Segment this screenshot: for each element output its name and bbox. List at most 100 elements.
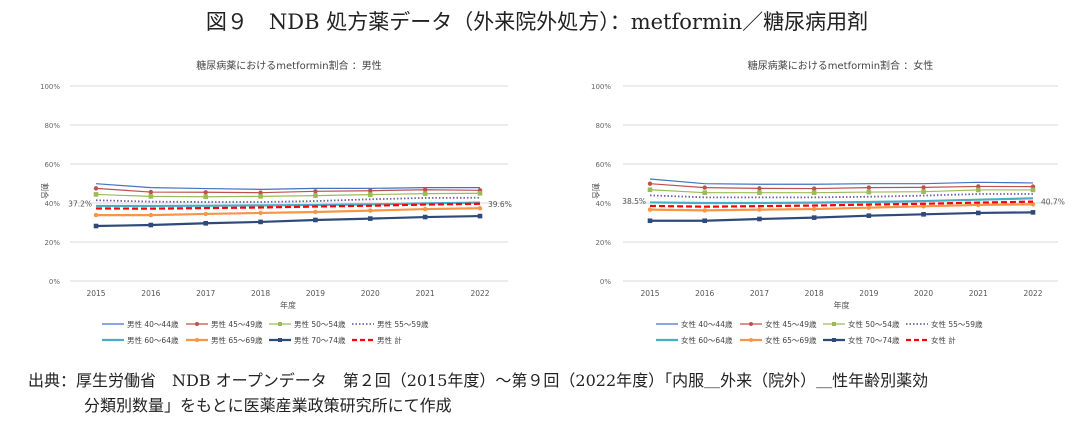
y-tick-label: 80% (595, 122, 611, 130)
data-point (313, 193, 318, 198)
data-point (368, 188, 373, 193)
legend-marker (832, 322, 836, 326)
data-point (1030, 202, 1036, 207)
legend-label: 女性 55～59歳 (931, 319, 983, 329)
data-point (368, 208, 373, 213)
x-tick-label: 2020 (361, 289, 380, 298)
data-point (975, 187, 981, 193)
data-point (921, 204, 926, 209)
legend-marker (749, 338, 753, 342)
x-axis-label: 年度 (280, 300, 296, 310)
y-axis-label: 割合 (40, 183, 50, 199)
data-point (422, 206, 428, 212)
series-line (649, 183, 1034, 190)
data-point (203, 194, 209, 200)
data-point (203, 190, 208, 195)
data-point (976, 184, 981, 189)
series-line (95, 214, 481, 228)
legend-label: 男性 55～59歳 (377, 319, 429, 329)
data-point (148, 189, 154, 195)
x-tick-label: 2018 (251, 289, 270, 298)
data-point (976, 202, 981, 208)
y-tick-label: 60% (44, 161, 60, 169)
data-point (367, 216, 373, 221)
data-point (422, 191, 428, 196)
data-point (477, 213, 483, 219)
y-tick-label: 100% (40, 83, 60, 91)
y-tick-label: 20% (595, 239, 611, 247)
legend-marker (278, 338, 282, 342)
series-line (96, 207, 481, 217)
data-point (647, 207, 653, 212)
data-label-end: 39.6% (488, 200, 512, 209)
data-point (258, 194, 263, 199)
data-label-end: 40.7% (1041, 198, 1065, 207)
series-line (95, 183, 480, 190)
series-line (95, 196, 481, 203)
chart-title: 糖尿病薬におけるmetformin割合 ：男性 (196, 59, 381, 72)
data-label-start: 38.5% (622, 197, 646, 206)
data-label-start: 37.2% (68, 199, 92, 208)
source-note: 出典：厚生労働省 NDB オープンデータ 第２回（2015年度）～第９回（202… (28, 368, 928, 418)
data-point (422, 214, 428, 220)
series-line (96, 201, 481, 208)
data-point (811, 215, 817, 220)
x-tick-label: 2015 (86, 289, 105, 298)
y-tick-label: 40% (595, 200, 611, 208)
series-line (649, 197, 1034, 205)
data-point (148, 194, 154, 199)
data-point (757, 216, 762, 222)
data-point (647, 218, 653, 224)
data-point (921, 212, 926, 217)
legend-label: 女性 計 (931, 335, 956, 345)
data-point (866, 185, 872, 190)
series-line (649, 203, 1034, 212)
data-point (811, 186, 817, 191)
data-point (811, 206, 817, 212)
data-point (477, 206, 483, 211)
data-point (148, 222, 154, 228)
data-point (866, 213, 872, 218)
data-point (203, 220, 209, 226)
data-point (258, 219, 263, 225)
series-line (649, 193, 1033, 199)
chart-title: 糖尿病薬におけるmetformin割合 ：女性 (748, 59, 933, 72)
x-tick-label: 2020 (914, 289, 933, 298)
data-point (702, 185, 707, 190)
legend-label: 女性 70～74歳 (848, 335, 900, 345)
y-tick-label: 60% (595, 161, 611, 169)
data-point (647, 187, 653, 193)
data-point (866, 189, 872, 195)
x-tick-label: 2016 (141, 289, 160, 298)
series-line (649, 200, 1034, 208)
legend-marker (832, 338, 836, 342)
x-tick-label: 2022 (470, 289, 489, 298)
x-tick-label: 2019 (859, 289, 878, 298)
data-point (702, 190, 708, 195)
figure-title: 図９ NDB 処方薬データ（外来院外処方）：metformin／糖尿病用剤 (205, 10, 869, 34)
data-point (477, 190, 483, 196)
source-line-2: 分類別数量」をもとに医薬産業政策研究所にて作成 (84, 396, 452, 415)
legend-label: 女性 65～69歳 (765, 335, 817, 345)
series-line (649, 189, 1033, 194)
chart-male: 糖尿病薬におけるmetformin割合 ：男性 0% 20% 40% 60% 80% 100… (40, 59, 512, 345)
data-point (811, 190, 817, 195)
data-point (148, 212, 154, 218)
data-point (1030, 187, 1036, 193)
legend-marker (278, 322, 282, 326)
series-line (95, 192, 481, 198)
data-point (757, 186, 762, 191)
x-axis-label: 年度 (834, 300, 850, 310)
legend-label: 男性 計 (377, 335, 402, 345)
series-line (649, 178, 1034, 185)
data-point (93, 212, 99, 218)
y-tick-label: 40% (44, 200, 60, 208)
data-point (757, 207, 762, 212)
x-tick-label: 2019 (306, 289, 325, 298)
y-tick-label: 0% (600, 278, 611, 286)
series-line (650, 211, 1034, 222)
data-point (93, 192, 99, 197)
data-point (258, 210, 263, 216)
series-line (95, 187, 481, 194)
series-line (95, 202, 481, 210)
